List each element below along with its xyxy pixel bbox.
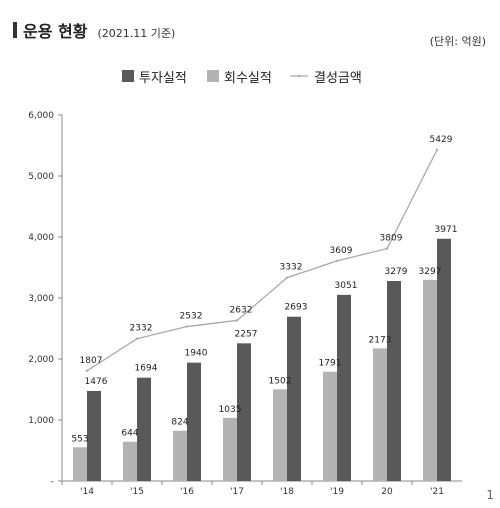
- y-tick-label-5: 5,000: [28, 172, 54, 182]
- page-subtitle: (2021.11 기준): [97, 27, 176, 40]
- label-invest-5: 3051: [335, 281, 358, 291]
- line-point-3: [235, 319, 239, 322]
- label-formation-2: 2532: [180, 312, 203, 322]
- legend-label-2: 결성금액: [314, 71, 362, 86]
- bar-invest-1: [137, 377, 151, 481]
- bar-invest-7: [437, 238, 451, 481]
- label-recovery-7: 3297: [419, 267, 442, 277]
- bar-invest-6: [387, 280, 401, 481]
- bar-recovery-6: [373, 348, 387, 481]
- label-invest-6: 3279: [385, 267, 408, 277]
- label-recovery-2: 824: [171, 418, 188, 428]
- label-recovery-6: 2173: [369, 335, 392, 345]
- bar-recovery-2: [173, 430, 187, 481]
- label-formation-0: 1807: [80, 356, 103, 366]
- line-point-7: [435, 148, 439, 152]
- x-tick-label-4: '18: [280, 487, 294, 497]
- label-invest-0: 1476: [85, 377, 108, 387]
- bar-invest-3: [237, 343, 251, 481]
- bar-invest-5: [337, 294, 351, 481]
- legend-label-1: 회수실적: [224, 71, 272, 86]
- title-block: 운용 현황 (2021.11 기준): [13, 18, 175, 42]
- bar-recovery-7: [423, 279, 437, 481]
- legend-swatch-1: [207, 70, 219, 82]
- y-tick-label-0: -: [51, 477, 54, 487]
- title-marker: [13, 22, 17, 38]
- page-number: 1: [486, 488, 494, 502]
- bar-recovery-1: [123, 441, 137, 481]
- x-tick-label-7: '21: [430, 487, 444, 497]
- bar-invest-0: [87, 390, 101, 481]
- label-invest-3: 2257: [235, 329, 258, 339]
- x-tick-label-3: '17: [230, 487, 244, 497]
- label-recovery-3: 1035: [219, 405, 242, 415]
- line-point-6: [385, 247, 389, 250]
- label-invest-2: 1940: [185, 349, 208, 359]
- label-formation-4: 3332: [280, 263, 303, 273]
- label-recovery-0: 553: [71, 434, 88, 444]
- label-recovery-1: 644: [121, 429, 138, 439]
- label-formation-3: 2632: [230, 305, 253, 315]
- y-tick-label-6: 6,000: [28, 111, 54, 121]
- bar-recovery-5: [323, 371, 337, 481]
- label-invest-4: 2693: [285, 303, 308, 313]
- y-tick-label-2: 2,000: [28, 355, 54, 365]
- bar-recovery-4: [273, 389, 287, 481]
- label-formation-5: 3609: [330, 246, 353, 256]
- label-formation-6: 3809: [380, 234, 403, 244]
- bar-invest-2: [187, 362, 201, 481]
- label-invest-7: 3971: [435, 225, 458, 235]
- legend-label-0: 투자실적: [139, 71, 187, 86]
- y-tick-label-4: 4,000: [28, 233, 54, 243]
- bar-recovery-0: [73, 447, 87, 481]
- line-point-2: [185, 325, 189, 328]
- label-formation-1: 2332: [130, 324, 153, 334]
- bar-invest-4: [287, 316, 301, 481]
- label-recovery-4: 1502: [269, 376, 292, 386]
- label-formation-7: 5429: [430, 135, 453, 145]
- unit-label: (단위: 억원): [429, 35, 486, 48]
- x-tick-label-2: '16: [180, 487, 194, 497]
- line-series-formation: [86, 149, 438, 372]
- x-tick-label-5: '19: [330, 487, 344, 497]
- x-tick-label-1: '15: [130, 487, 144, 497]
- bar-recovery-3: [223, 417, 237, 481]
- legend-marker-2: [297, 74, 301, 78]
- label-recovery-5: 1791: [319, 359, 342, 369]
- line-point-1: [135, 337, 139, 340]
- label-invest-1: 1694: [135, 364, 158, 374]
- y-tick-label-1: 1,000: [28, 416, 54, 426]
- x-tick-label-6: 20: [381, 487, 393, 497]
- x-tick-label-0: '14: [80, 487, 94, 497]
- legend-swatch-0: [122, 70, 134, 82]
- line-point-4: [285, 276, 289, 279]
- line-point-0: [85, 369, 89, 372]
- y-tick-label-3: 3,000: [28, 294, 54, 304]
- page-title: 운용 현황: [23, 22, 88, 41]
- line-point-5: [335, 259, 339, 263]
